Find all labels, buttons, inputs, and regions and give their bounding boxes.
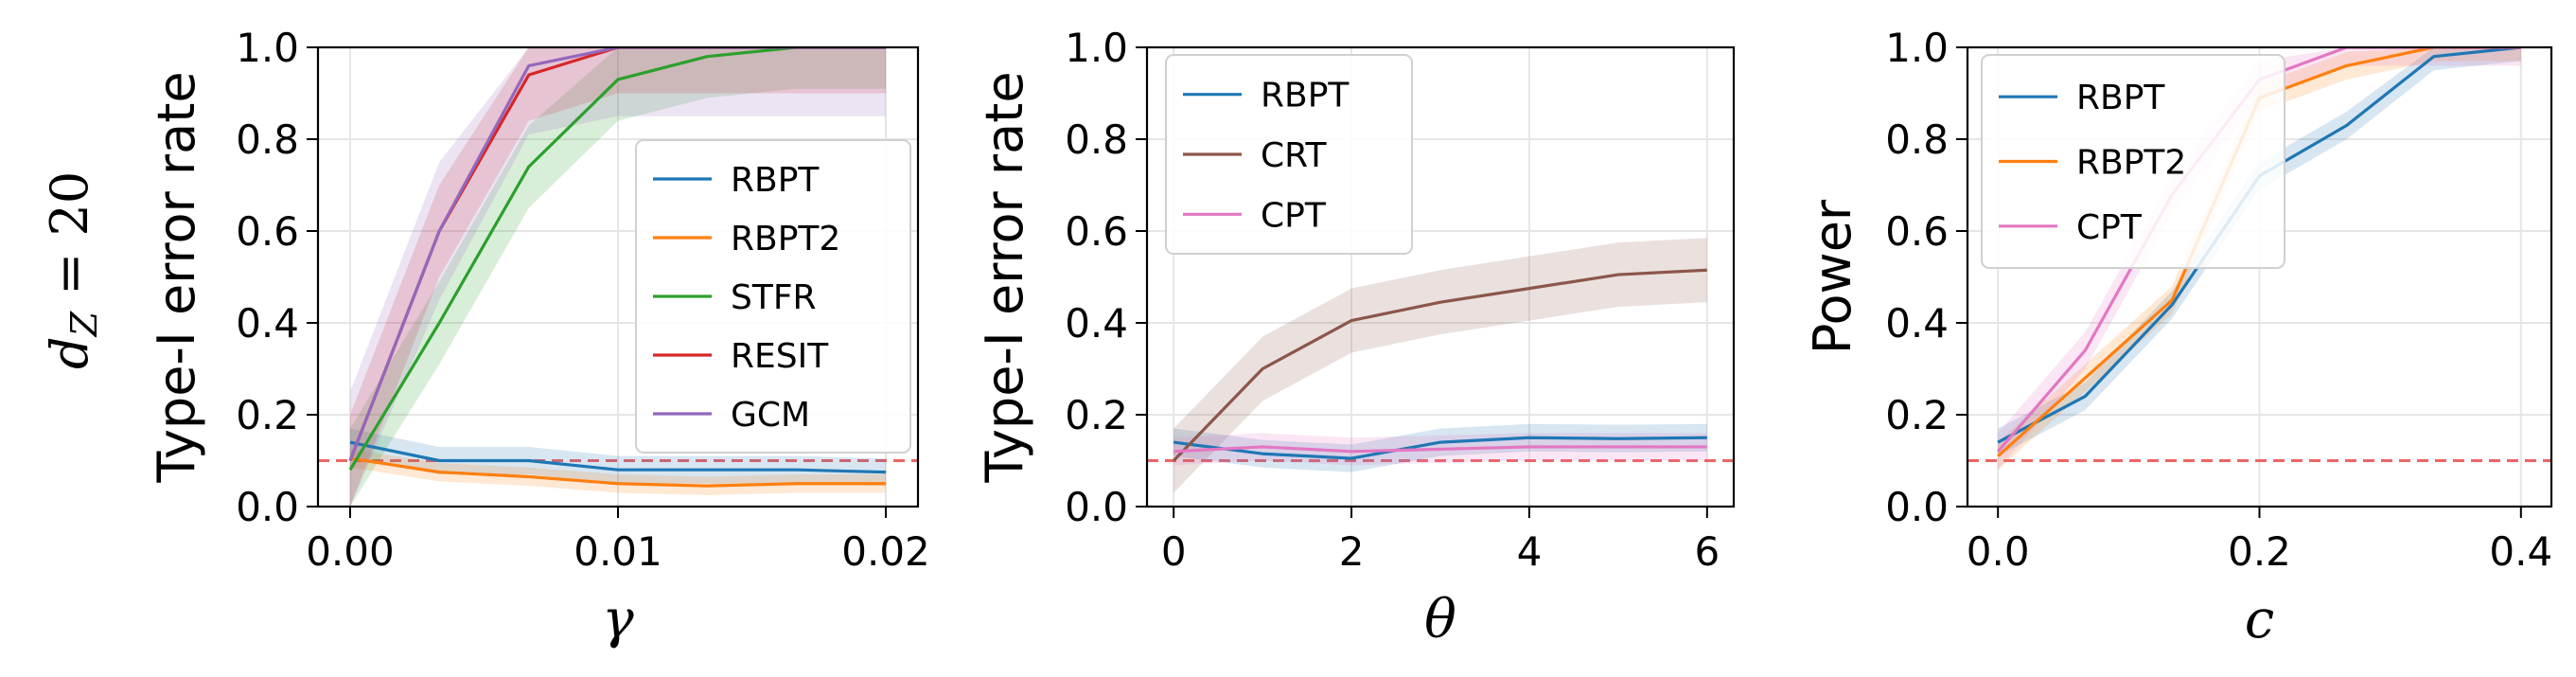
x-tick-label: 0.00 [306,528,395,575]
y-tick-label: 0.0 [1065,484,1128,530]
confidence-band-stfr [349,47,887,507]
legend-box [1981,54,2285,269]
row-label: dZ = 20 [19,133,114,417]
row-label-subscript: Z [63,311,105,337]
y-tick-label: 0.8 [1065,116,1128,163]
confidence-band-crt [1173,238,1707,493]
legend-label-rbpt2: RBPT2 [2076,144,2186,183]
y-tick-label: 1.0 [236,25,299,71]
y-tick-label: 0.0 [236,484,299,530]
data-layer [1173,238,1707,493]
x-tick-label: 0.02 [841,528,930,575]
x-axis-label: γ [602,589,634,650]
legend-label-gcm: GCM [731,396,810,435]
confidence-band-rbpt [1998,47,2521,456]
y-tick-label: 0.6 [1065,208,1128,255]
legend-box [1165,54,1413,255]
y-tick-label: 1.0 [1885,25,1949,71]
series-line-crt [1173,268,1707,462]
x-tick-label: 6 [1694,528,1720,575]
chart-panel-3: 0.00.20.40.60.81.00.0 0.2 0.4cPowerRBPTRBP… [1803,25,2552,650]
axes-frame [1145,45,1736,508]
series-line-rbpt [349,440,887,474]
series-line-gcm [348,47,887,462]
y-tick-label: 0.4 [1885,300,1949,347]
y-axis-label: Type-I error rate [975,71,1034,483]
legend-label-rbpt: RBPT [1261,77,1350,116]
x-axis-label: c [2245,589,2274,650]
legend: RBPT CRT CPT [1165,54,1413,255]
x-tick-label: 0 [1161,528,1187,575]
confidence-band-rbpt [349,428,887,487]
y-tick-label: 0.2 [236,392,299,438]
legend-label-rbpt: RBPT [2076,79,2165,117]
legend-label-resit: RESIT [731,337,829,376]
legend-box [635,139,911,454]
series-line-rbpt2 [349,456,887,488]
confidence-band-resit [349,47,887,507]
legend: RBPT RBPT2 CPT [1981,54,2285,269]
x-axis-label: θ [1424,589,1456,650]
legend-label-rbpt: RBPT [731,161,820,200]
x-tick-label: 4 [1517,528,1543,575]
series-line-cpt [1173,445,1707,454]
x-tick-label: 2 [1339,528,1365,575]
y-tick-label: 0.8 [1885,116,1949,163]
legend-label-crt: CRT [1261,136,1328,175]
legend-label-cpt: CPT [2076,208,2143,247]
x-tick-label: 0.2 [2228,528,2291,575]
svg-text:dZ = 20: dZ = 20 [40,171,105,369]
y-axis-label: Type-I error rate [147,71,206,483]
legend-label-rbpt2: RBPT2 [731,220,840,258]
legend-label-cpt: CPT [1261,196,1327,235]
y-tick-label: 0.4 [236,300,299,347]
axes-frame [316,45,920,508]
chart-panel-1: 0.0 0.2 0.4 0.6 0.8 1.0 0.00 0.01 0.02 γ Type-I er… [147,25,930,650]
series-line-stfr [348,47,887,472]
data-layer [348,47,887,507]
x-tick-label: 0.0 [1967,528,2030,575]
chart-panel-2: 0.0 0.2 0.4 0.6 0.8 1.0 0 2 4 6 θ Type-I error rate… [975,25,1736,650]
y-tick-label: 0.0 [1885,484,1949,530]
y-axis-label: Power [1803,199,1862,354]
x-tick-label: 0.4 [2489,528,2552,575]
x-tick-label: 0.01 [573,528,662,575]
row-label-value: = 20 [40,171,99,312]
series-line-rbpt [1173,436,1707,460]
y-tick-label: 0.2 [1885,392,1949,438]
legend-label-stfr: STFR [731,278,817,317]
y-tick-label: 1.0 [1065,25,1128,71]
legend: RBPT RBPT2 STFR RESIT GCM [635,139,911,454]
confidence-band-gcm [349,47,887,507]
y-tick-label: 0.6 [236,208,299,255]
y-tick-label: 0.6 [1885,208,1949,255]
y-tick-label: 0.2 [1065,392,1128,438]
row-label-svg: dZ = 20 [40,171,105,369]
y-tick-label: 0.4 [1065,300,1128,347]
axes-frame [1966,45,2553,508]
row-label-var: d [40,336,99,369]
y-tick-label: 0.8 [236,116,299,163]
